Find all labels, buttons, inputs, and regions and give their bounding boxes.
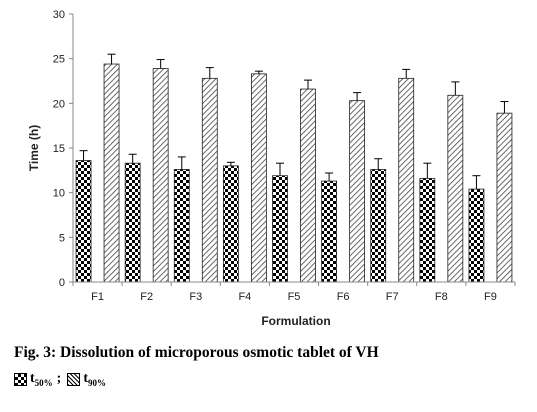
bar-50-f7	[370, 169, 387, 283]
bar-50-f9	[468, 188, 485, 283]
bar-90-f5	[300, 88, 316, 283]
legend-swatch-checkerboard	[14, 372, 27, 386]
bar-50-f4	[222, 165, 239, 283]
legend-entry-t50: t 50%	[30, 371, 53, 388]
bar-90-f6	[349, 100, 366, 283]
y-tick-label: 10	[53, 188, 65, 200]
x-tick-label: F7	[386, 291, 399, 303]
bar-90-f1	[103, 63, 120, 283]
legend-swatch-hatch	[67, 372, 81, 386]
legend-entry-t90: t 90%	[83, 371, 107, 388]
x-tick-label: F6	[337, 291, 350, 303]
x-tick-label: F5	[288, 291, 301, 303]
bar-90-f8	[447, 94, 464, 283]
x-tick-label: F3	[189, 291, 202, 303]
bar-50-f1	[75, 160, 92, 283]
legend-separator: ;	[56, 371, 62, 386]
legend-label-t50: t	[30, 371, 35, 386]
bar-chart: 0 5 10 15 20 25 30 F1 F2 F3 F4 F5 F6 F7 F8 F9 Time (h)…	[27, 9, 516, 328]
x-tick-label: F2	[140, 291, 153, 303]
figure-caption: Fig. 3: Dissolution of microporous osmot…	[14, 344, 379, 361]
bar-50-f6	[321, 180, 338, 283]
bar-90-f4	[250, 73, 267, 283]
bar-50-f3	[173, 169, 190, 283]
y-tick-label: 0	[59, 277, 65, 289]
x-tick-label: F9	[484, 291, 497, 303]
legend-sub-t50: 50%	[34, 378, 53, 388]
x-tick-label: F4	[238, 291, 251, 303]
legend-label-t90: t	[83, 371, 89, 386]
legend-sub-t90: 90%	[88, 378, 107, 388]
y-tick-label: 20	[53, 98, 65, 110]
bar-50-f2	[124, 162, 141, 283]
bar-50-f8	[419, 177, 436, 283]
y-tick-label: 30	[53, 9, 65, 21]
bar-90-f3	[201, 77, 218, 283]
bar-90-f9	[496, 112, 513, 283]
bar-90-f7	[398, 77, 415, 283]
y-axis-title: Time (h)	[27, 125, 41, 171]
y-tick-label: 25	[53, 54, 65, 66]
x-tick-label: F1	[91, 291, 104, 303]
legend: t 50% ; t 90%	[14, 371, 107, 388]
bar-90-f2	[152, 68, 169, 283]
bar-50-f5	[272, 175, 288, 283]
y-tick-label: 15	[53, 143, 65, 155]
x-tick-label: F8	[435, 291, 448, 303]
y-tick-label: 5	[59, 232, 65, 244]
x-axis-title: Formulation	[261, 314, 330, 328]
